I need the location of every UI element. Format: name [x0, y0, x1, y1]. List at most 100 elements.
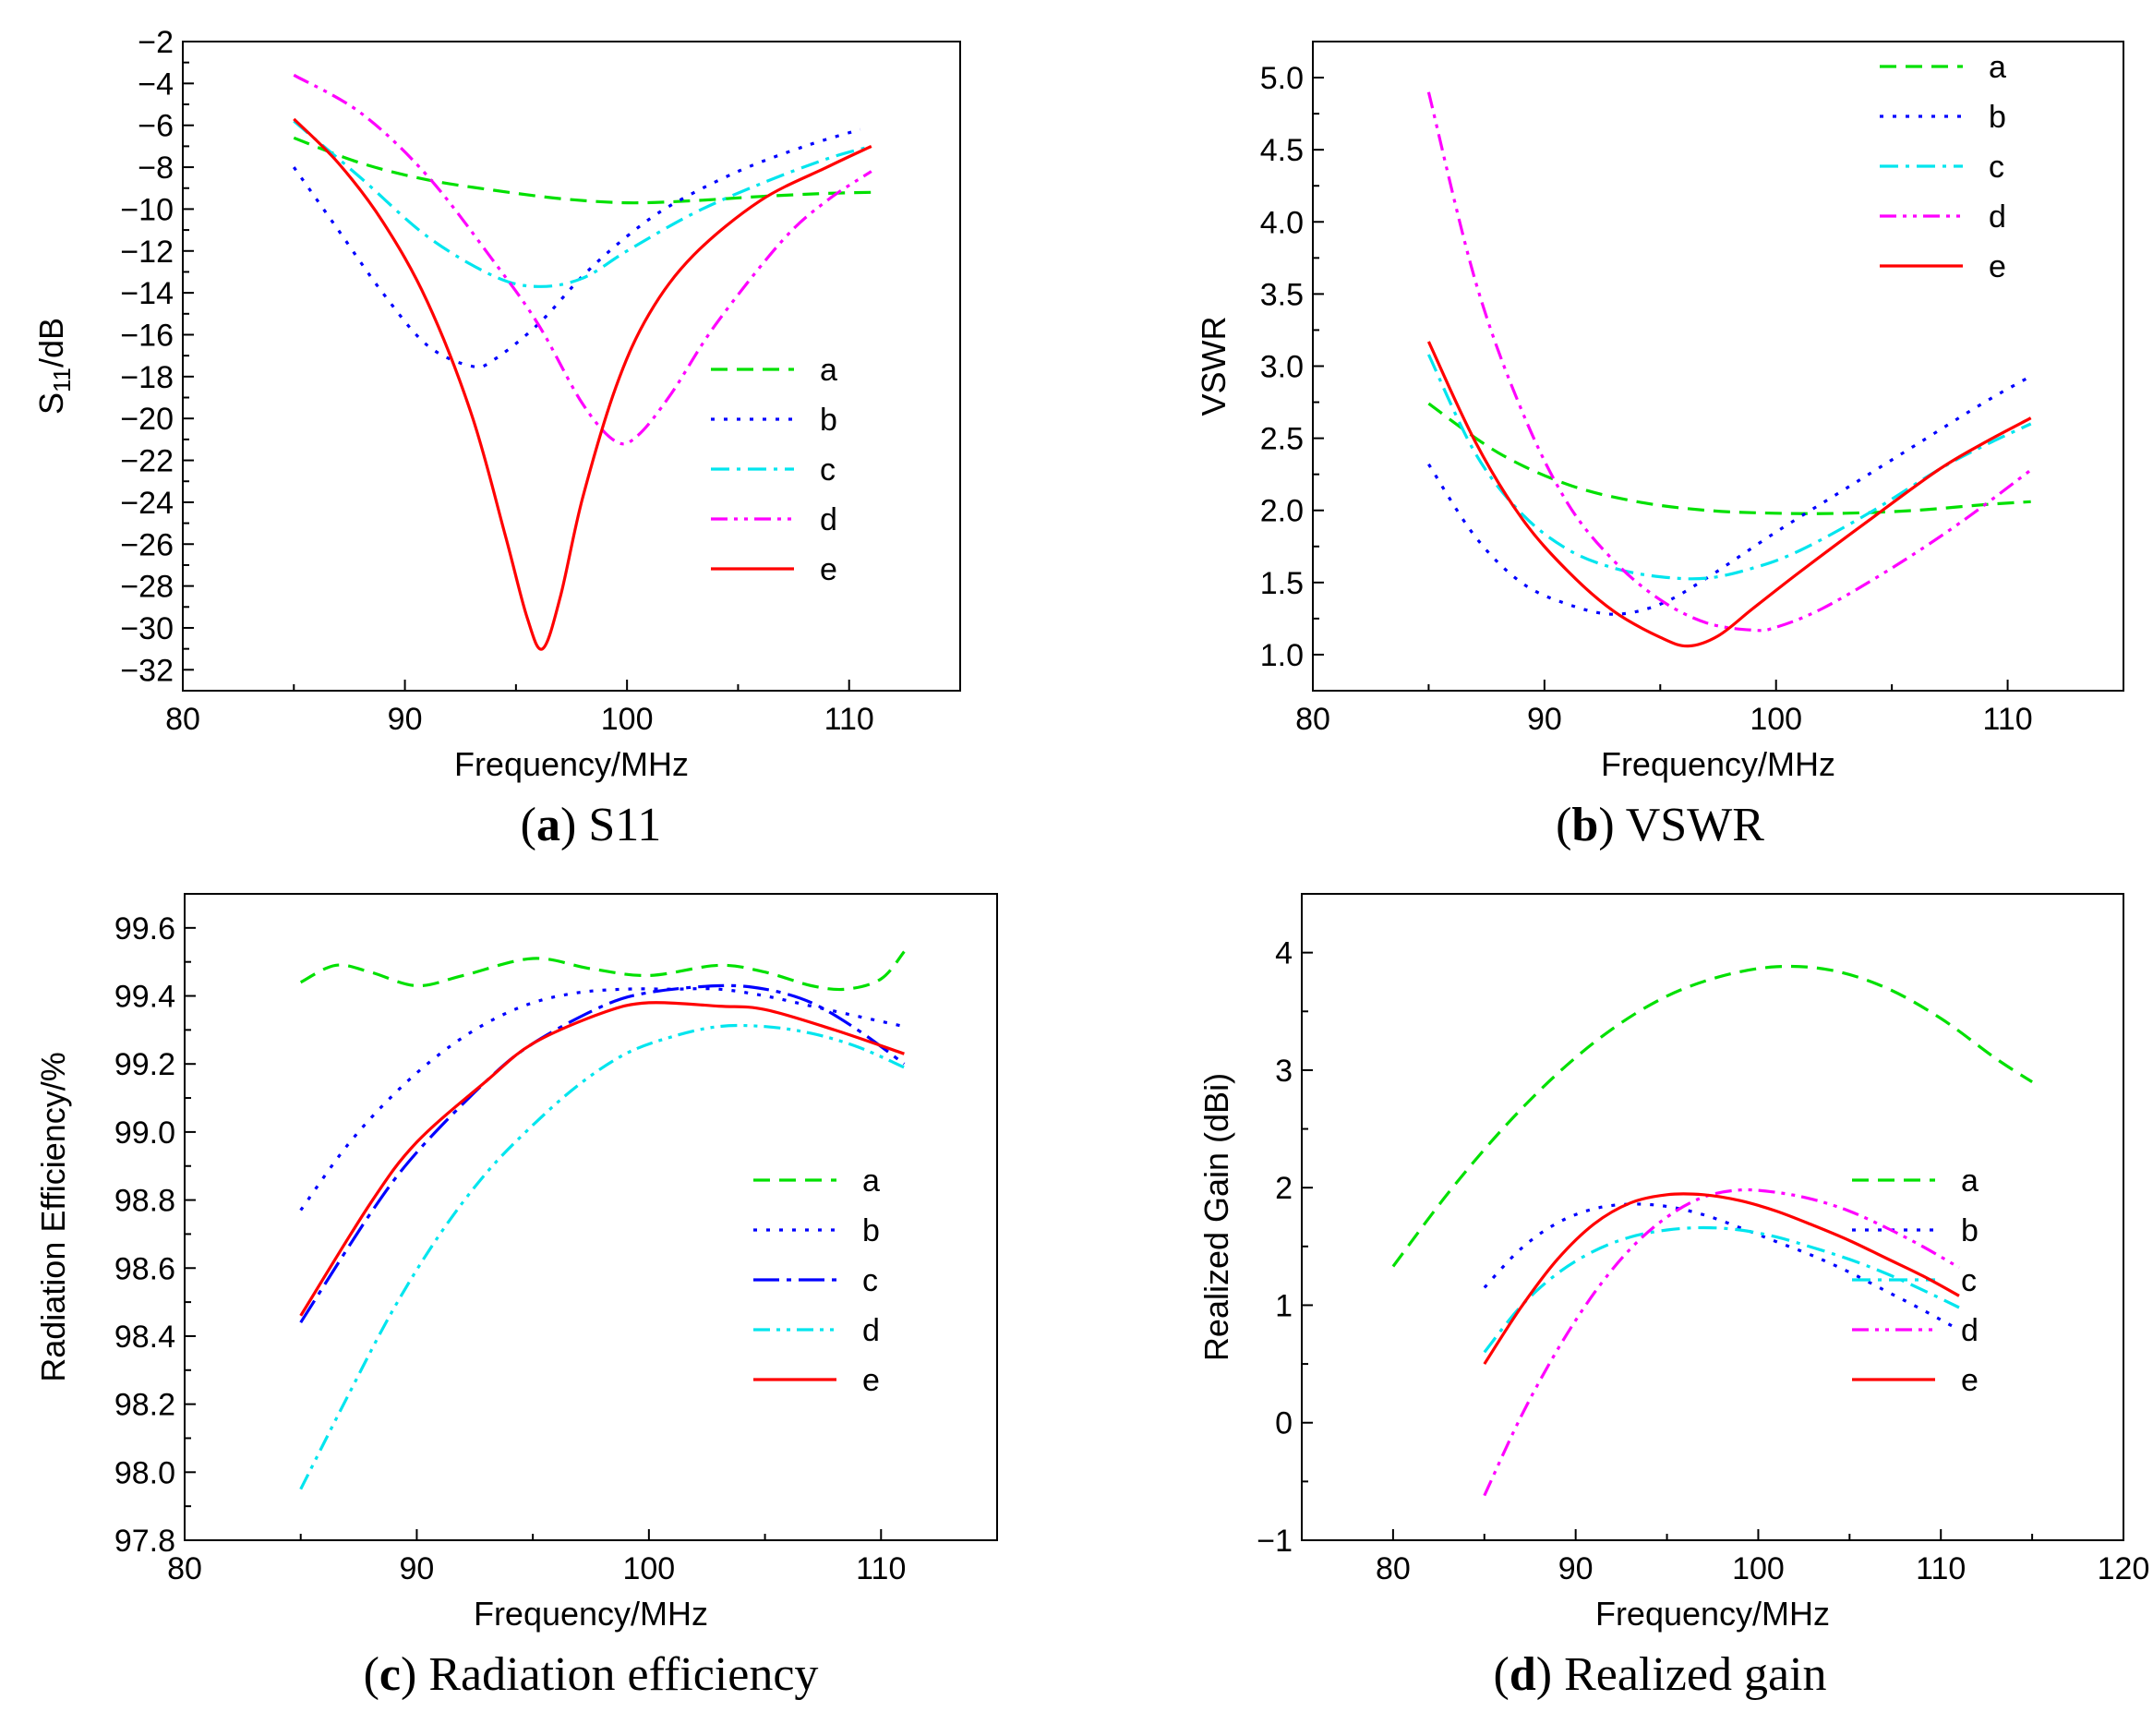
legend-label-c: c: [820, 452, 836, 488]
y-tick-label: −1: [1257, 1524, 1293, 1559]
legend-label-b: b: [862, 1213, 880, 1248]
panel-caption-c: (c) Radiation efficiency: [364, 1648, 819, 1701]
legend-label-e: e: [862, 1363, 880, 1398]
y-tick-label: 98.6: [114, 1251, 175, 1286]
legend-label-c: c: [862, 1263, 878, 1298]
series-line-e: [299, 1001, 905, 1317]
series-line-a: [299, 950, 906, 992]
y-tick-label: 5.0: [1260, 61, 1304, 96]
series-line-d: [1426, 91, 2032, 633]
x-axis-label: Frequency/MHz: [474, 1595, 708, 1633]
y-tick-label: 3: [1275, 1054, 1293, 1089]
y-tick-label: −22: [120, 444, 174, 479]
series-line-d: [1483, 1187, 1960, 1497]
x-tick-label: 120: [2098, 1551, 2150, 1586]
plot-frame: [184, 893, 998, 1541]
panel-caption-b: (b) VSWR: [1556, 799, 1764, 851]
y-tick-label: 4.5: [1260, 133, 1304, 168]
y-tick-label: 1.0: [1260, 638, 1304, 673]
x-tick-label: 80: [167, 1551, 202, 1586]
y-tick-label: 1.5: [1260, 566, 1304, 601]
legend-label-b: b: [820, 403, 837, 438]
y-tick-label: −30: [120, 611, 174, 646]
y-axis-label: S11/dB: [32, 318, 76, 415]
y-tick-label: 98.2: [114, 1388, 175, 1423]
series-line-b: [1427, 375, 2032, 616]
y-tick-label: 99.6: [114, 911, 175, 946]
y-tick-label: 98.4: [114, 1320, 175, 1355]
y-tick-label: −10: [120, 192, 174, 227]
y-tick-label: 0: [1275, 1406, 1293, 1441]
y-tick-label: −4: [138, 66, 174, 102]
y-tick-label: −18: [120, 360, 174, 395]
legend-label-d: d: [1989, 199, 2006, 235]
y-axis-label: Radiation Efficiency/%: [34, 1052, 72, 1382]
plot-frame: [1301, 893, 2124, 1541]
series-line-c: [293, 119, 872, 288]
y-axis-label: VSWR: [1195, 317, 1233, 416]
y-tick-label: −8: [138, 151, 174, 186]
legend-label-d: d: [862, 1313, 880, 1348]
y-tick-label: 99.4: [114, 980, 175, 1015]
series-line-c: [299, 983, 906, 1324]
series-line-c: [1483, 1225, 1960, 1354]
panel-caption-a: (a) S11: [521, 799, 662, 851]
x-tick-label: 110: [856, 1551, 906, 1586]
y-tick-label: 98.0: [114, 1455, 175, 1490]
x-tick-label: 100: [1732, 1551, 1785, 1586]
series-line-a: [1427, 402, 2031, 515]
x-tick-label: 80: [1295, 702, 1330, 737]
y-tick-label: 3.5: [1260, 277, 1304, 312]
legend-label-e: e: [1961, 1363, 1979, 1398]
series-line-d: [293, 73, 872, 446]
y-tick-label: 1: [1275, 1288, 1293, 1323]
x-axis-label: Frequency/MHz: [1601, 745, 1835, 783]
legend-label-a: a: [820, 353, 837, 388]
chart-panel-d: 80 90 100 110 120 −1 0 1 2 3 4 Frequency/MHz Realize…: [1197, 893, 2150, 1701]
series-line-b: [292, 127, 861, 369]
y-tick-label: 2.0: [1260, 494, 1304, 529]
y-tick-label: −6: [138, 109, 174, 144]
y-tick-label: −26: [120, 527, 174, 562]
chart-panel-c: 80 90 100 110 97.8 98.0 98.2 98.4 98.6 98.8 99.0 99…: [34, 893, 998, 1701]
legend-label-c: c: [1989, 150, 2004, 185]
y-axis-label: Realized Gain (dBi): [1197, 1073, 1235, 1361]
plot-frame: [182, 41, 961, 692]
legend-label-a: a: [1961, 1163, 1979, 1199]
x-tick-label: 100: [1750, 702, 1802, 737]
x-tick-label: 110: [1916, 1551, 1966, 1586]
y-tick-label: 3.0: [1260, 350, 1304, 385]
legend-label-d: d: [1961, 1313, 1979, 1348]
series-line-e: [293, 117, 872, 651]
y-tick-label: 97.8: [114, 1524, 175, 1559]
legend-label-e: e: [820, 552, 837, 587]
series-line-e: [1426, 341, 2032, 648]
legend-label-c: c: [1961, 1263, 1977, 1298]
x-axis-label: Frequency/MHz: [1595, 1595, 1830, 1633]
series-line-a: [293, 136, 872, 205]
y-tick-label: 4.0: [1260, 205, 1304, 240]
y-tick-label: −32: [120, 653, 174, 688]
chart-panel-b: 80 90 100 110 1.0 1.5 2.0 2.5 3.0 3.5 4.0 4.5 5.0 Fre…: [1195, 41, 2124, 851]
legend-label-a: a: [1989, 50, 2006, 85]
series-line-b: [299, 987, 905, 1212]
series-line-e: [1483, 1192, 1960, 1365]
x-tick-label: 90: [400, 1551, 435, 1586]
series-line-b: [1483, 1202, 1960, 1332]
x-tick-label: 80: [165, 702, 200, 737]
y-tick-label: −12: [120, 235, 174, 270]
legend-label-d: d: [820, 502, 837, 537]
legend-label-a: a: [862, 1163, 880, 1199]
x-tick-label: 90: [1527, 702, 1562, 737]
x-tick-label: 100: [622, 1551, 675, 1586]
x-axis-label: Frequency/MHz: [454, 745, 689, 783]
y-tick-label: −16: [120, 318, 174, 353]
y-tick-label: −14: [120, 276, 174, 311]
y-tick-label: 99.0: [114, 1115, 175, 1151]
panel-caption-d: (d) Realized gain: [1494, 1648, 1827, 1701]
legend-label-b: b: [1961, 1213, 1979, 1248]
series-line-d: [299, 1023, 906, 1490]
y-tick-label: −24: [120, 486, 174, 521]
y-tick-label: −2: [138, 25, 174, 60]
